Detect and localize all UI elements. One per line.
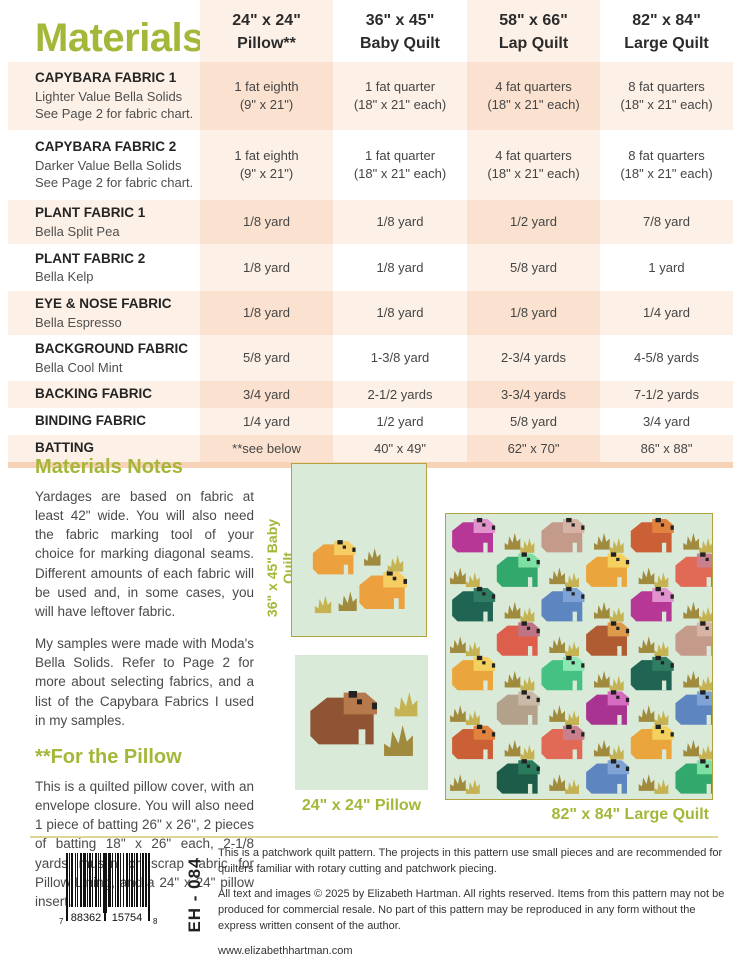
fabric-label-cell: BATTING [8, 434, 200, 462]
yardage-cell: 1/2 yard [467, 200, 600, 245]
materials-notes-heading: Materials Notes [35, 456, 183, 478]
yardage-cell: 5/8 yard [467, 408, 600, 435]
yardage-cell: 5/8 yard [200, 335, 333, 382]
yardage-cell: 8 fat quarters (18" x 21" each) [600, 62, 733, 130]
yardage-cell: 1 yard [648, 259, 685, 275]
yardage-cell: 1 fat quarter (18" x 21" each) [353, 148, 447, 181]
fabric-label-cell: EYE & NOSE FABRIC Bella Espresso [8, 291, 200, 336]
baby-quilt-caption: 36" x 45" Baby Quilt [264, 518, 296, 618]
yardage-cell: 1-3/8 yard [370, 350, 430, 366]
fabric-label-cell: BACKING FABRIC [8, 381, 200, 409]
pillow-preview [295, 655, 428, 790]
yardage-cell: 4 fat quarters (18" x 21" each) [467, 130, 600, 200]
product-code: EH - 084 [185, 857, 204, 933]
yardage-cell: 3-3/4 yards [467, 381, 600, 409]
yardage-cell: 1/8 yard [200, 200, 333, 245]
svg-text:15754: 15754 [112, 912, 143, 924]
yardage-cell: 7-1/2 yards [600, 381, 733, 409]
yardage-cell: 4 fat quarters (18" x 21" each) [467, 62, 600, 130]
column-header: 36" x 45" Baby Quilt [359, 12, 440, 52]
materials-notes-paragraph: Yardages are based on fabric at least 42… [35, 489, 254, 619]
yardage-cell: 1 fat eighth (9" x 21") [200, 130, 333, 200]
yardage-cell: 4-5/8 yards [633, 350, 700, 366]
yardage-cell: 1/8 yard [376, 259, 424, 275]
yardage-cell: 3/4 yard [200, 381, 333, 409]
yardage-cell: 2-1/2 yards [333, 381, 467, 409]
barcode: 7 88362 15754 8 [56, 851, 161, 931]
large-quilt-caption: 82" x 84" Large Quilt [551, 806, 709, 823]
footer-divider [30, 836, 718, 838]
fabric-label-cell: CAPYBARA FABRIC 1 Lighter Value Bella Sol… [8, 62, 200, 130]
barcode-art: 7 88362 15754 8 [59, 853, 158, 926]
footer-paragraph: All text and images © 2025 by Elizabeth … [218, 887, 725, 932]
baby-quilt-preview [291, 463, 427, 637]
column-header: 82" x 84" Large Quilt [624, 12, 709, 52]
materials-notes-paragraph: My samples were made with Moda's Bella S… [35, 636, 254, 728]
svg-text:7: 7 [59, 917, 64, 926]
materials-title-cell: Materials [8, 0, 204, 62]
yardage-cell: 62" x 70" [467, 434, 600, 462]
svg-text:88362: 88362 [71, 912, 102, 924]
pillow-note-heading: **For the Pillow [35, 745, 182, 768]
yardage-cell: **see below [200, 434, 333, 462]
footer-paragraph: This is a patchwork quilt pattern. The p… [218, 847, 723, 875]
quilt-art [446, 514, 712, 799]
fabric-label-cell: PLANT FABRIC 2 Bella Kelp [35, 250, 146, 285]
notes-column: Materials Notes Yardages are based on fa… [35, 456, 254, 924]
large-quilt-preview [445, 513, 713, 800]
footer-text: This is a patchwork quilt pattern. The p… [218, 846, 734, 961]
column-header: 24" x 24" Pillow** [200, 0, 333, 62]
yardage-cell: 2-3/4 yards [467, 335, 600, 382]
website-url: www.elizabethhartman.com [218, 944, 353, 957]
fabric-label-cell: BINDING FABRIC [35, 413, 146, 429]
yardage-cell: 1/8 yard [200, 244, 333, 292]
fabric-label-cell: PLANT FABRIC 1 Bella Split Pea [8, 200, 200, 245]
yardage-cell: 1/8 yard [200, 291, 333, 336]
yardage-cell: 40" x 49" [333, 434, 467, 462]
yardage-cell: 1 fat quarter (18" x 21" each) [333, 62, 467, 130]
fabric-label-cell: BACKGROUND FABRIC Bella Cool Mint [35, 341, 188, 375]
yardage-cell: 5/8 yard [467, 244, 600, 292]
fabric-label-cell: CAPYBARA FABRIC 2 Darker Value Bella Soli… [35, 139, 194, 191]
yardage-cell: 1/8 yard [333, 200, 467, 245]
quilt-art [292, 464, 426, 636]
yardage-cell: 1 fat eighth (9" x 21") [200, 62, 333, 130]
yardage-cell: 1/8 yard [333, 291, 467, 336]
svg-text:8: 8 [153, 917, 158, 926]
pillow-caption: 24" x 24" Pillow [301, 797, 422, 814]
column-header: 58" x 66" Lap Quilt [467, 0, 600, 62]
materials-table: Materials 24" x 24" Pillow** 36" x 45" Baby … [8, 0, 733, 468]
page-title: Materials [35, 16, 204, 60]
yardage-cell: 1/2 yard [376, 413, 424, 429]
yardage-cell: 86" x 88" [600, 434, 733, 462]
quilt-art [295, 655, 428, 790]
yardage-cell: 8 fat quarters (18" x 21" each) [620, 148, 713, 181]
yardage-cell: 1/4 yard [200, 408, 333, 435]
yardage-cell: 1/4 yard [600, 291, 733, 336]
yardage-cell: 3/4 yard [643, 413, 690, 429]
yardage-cell: 1/8 yard [467, 291, 600, 336]
yardage-cell: 7/8 yard [600, 200, 733, 245]
